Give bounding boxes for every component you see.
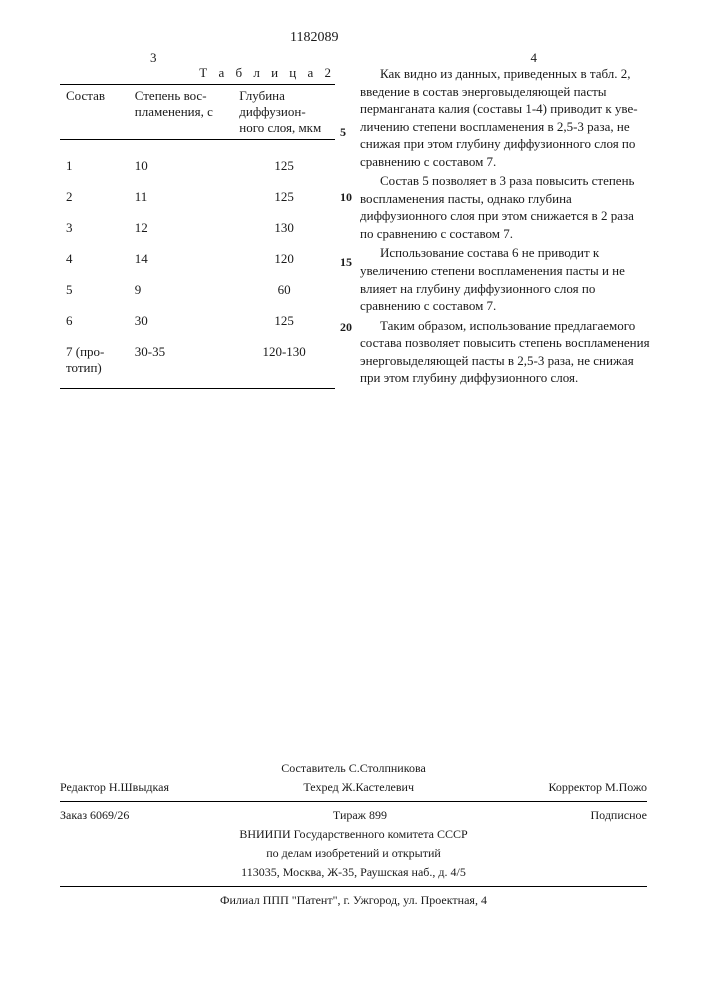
branch: Филиал ППП "Патент", г. Ужгород, ул. Про… bbox=[60, 891, 647, 910]
table-cell: 12 bbox=[129, 217, 234, 248]
compiler-label: Составитель bbox=[281, 761, 345, 775]
table-cell: 14 bbox=[129, 248, 234, 279]
subscript: Подписное bbox=[591, 808, 648, 823]
footer: Составитель С.Столпникова Редактор Н.Швы… bbox=[60, 759, 647, 910]
table-header: Состав bbox=[60, 85, 129, 140]
table-cell: 120 bbox=[233, 248, 335, 279]
line-number: 10 bbox=[340, 190, 352, 205]
order-number: Заказ 6069/26 bbox=[60, 808, 129, 823]
tehred-name: Ж.Кастелевич bbox=[342, 780, 414, 794]
tirage: Тираж 899 bbox=[333, 808, 387, 823]
table-cell: 6 bbox=[60, 310, 129, 341]
table-cell: 10 bbox=[129, 140, 234, 187]
table-header: Степень вос- пламенения, с bbox=[129, 85, 234, 140]
corrector-name: М.Пожо bbox=[605, 780, 647, 794]
line-number: 15 bbox=[340, 255, 352, 270]
org-line-2: по делам изобретений и открытий bbox=[60, 844, 647, 863]
table-cell: 125 bbox=[233, 140, 335, 187]
org-line-1: ВНИИПИ Государственного комитета СССР bbox=[60, 825, 647, 844]
table-cell: 125 bbox=[233, 186, 335, 217]
paragraph: Таким образом, использование предлагаемо… bbox=[360, 317, 650, 387]
table-cell: 7 (про- тотип) bbox=[60, 341, 129, 389]
tehred-label: Техред bbox=[303, 780, 338, 794]
data-table: Состав Степень вос- пламенения, с Глубин… bbox=[60, 84, 335, 389]
table-cell: 120-130 bbox=[233, 341, 335, 389]
table-cell: 3 bbox=[60, 217, 129, 248]
table-cell: 2 bbox=[60, 186, 129, 217]
line-number: 5 bbox=[340, 125, 346, 140]
paragraph: Как видно из данных, приведен­ных в табл… bbox=[360, 65, 650, 170]
table-cell: 130 bbox=[233, 217, 335, 248]
column-number-right: 4 bbox=[531, 50, 538, 66]
table-title: Т а б л и ц а 2 bbox=[60, 65, 335, 81]
table-cell: 30 bbox=[129, 310, 234, 341]
line-number: 20 bbox=[340, 320, 352, 335]
table-cell: 9 bbox=[129, 279, 234, 310]
corrector-label: Корректор bbox=[548, 780, 602, 794]
table-cell: 5 bbox=[60, 279, 129, 310]
compiler-name: С.Столпникова bbox=[349, 761, 426, 775]
paragraph: Использование состава 6 не приво­дит к у… bbox=[360, 244, 650, 314]
table-cell: 30-35 bbox=[129, 341, 234, 389]
column-number-left: 3 bbox=[150, 50, 157, 66]
table-cell: 4 bbox=[60, 248, 129, 279]
editor-label: Редактор bbox=[60, 780, 106, 794]
editor-name: Н.Швыдкая bbox=[109, 780, 169, 794]
table-header: Глубина диффузион- ного слоя, мкм bbox=[233, 85, 335, 140]
doc-number: 1182089 bbox=[290, 30, 338, 46]
table-cell: 60 bbox=[233, 279, 335, 310]
table-cell: 125 bbox=[233, 310, 335, 341]
table-cell: 11 bbox=[129, 186, 234, 217]
table-cell: 1 bbox=[60, 140, 129, 187]
paragraph: Состав 5 позволяет в 3 раза по­высить ст… bbox=[360, 172, 650, 242]
org-address: 113035, Москва, Ж-35, Раушская наб., д. … bbox=[60, 863, 647, 882]
